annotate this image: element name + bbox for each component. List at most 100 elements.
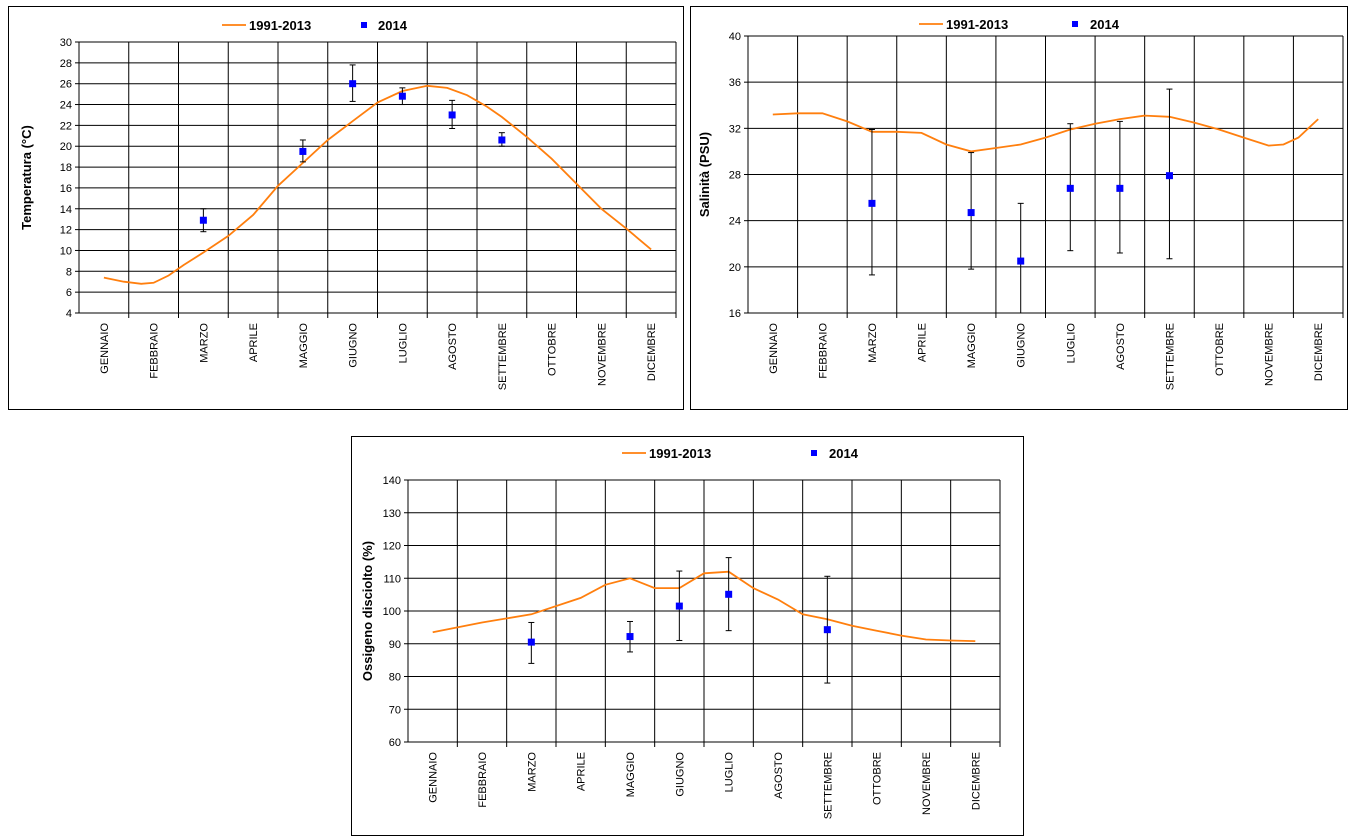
legend-label-1991-2013: 1991-2013	[249, 18, 311, 33]
y-tick-label: 40	[729, 31, 741, 43]
y-tick-label: 60	[389, 737, 401, 749]
y-tick-label: 140	[383, 475, 401, 487]
x-tick-label: MARZO	[198, 323, 210, 363]
data-point-2014	[823, 626, 831, 634]
x-tick-label: APRILE	[248, 323, 260, 362]
y-tick-label: 70	[389, 704, 401, 716]
legend-label-1991-2013: 1991-2013	[946, 17, 1008, 32]
oxygen-chart-svg: 60 70 80 90 100 110 120 130 140 GENNAIO FEBBRAIO MA…	[360, 446, 1001, 819]
y-tick-label: 24	[60, 100, 72, 112]
x-tick-label: SETTEMBRE	[1164, 323, 1176, 390]
temperature-chart: 4 6 8 10 12 14 16 18 20 22 24 26 28 30 GENNAIO FEBBRAIO…	[8, 6, 684, 410]
data-point-2014	[1116, 184, 1124, 192]
y-tick-label: 100	[383, 606, 401, 618]
x-tick-label: FEBBRAIO	[149, 323, 161, 379]
x-tick-label: FEBBRAIO	[477, 752, 489, 808]
y-tick-label: 14	[60, 204, 72, 216]
data-point-2014	[448, 111, 456, 119]
legend-label-2014: 2014	[1090, 17, 1120, 32]
y-tick-label: 6	[66, 287, 72, 299]
data-point-2014	[527, 638, 535, 646]
x-tick-label: MAGGIO	[625, 752, 637, 798]
legend-point-swatch	[1072, 21, 1078, 27]
y-tick-label: 110	[383, 573, 401, 585]
y-tick-label: 26	[60, 79, 72, 91]
y-tick-label: 24	[729, 216, 741, 228]
x-tick-label: LUGLIO	[1065, 323, 1077, 364]
series-line-1991-2013	[432, 570, 976, 642]
y-tick-label: 10	[60, 245, 72, 257]
data-point-2014	[868, 199, 876, 207]
x-tick-label: MARZO	[867, 323, 879, 363]
x-tick-label: APRILE	[576, 752, 588, 791]
salinity-chart: 16 20 24 28 32 36 40 GENNAIO FEBBRAIO MARZO APRILE…	[690, 6, 1348, 410]
data-point-2014	[299, 147, 307, 155]
salinity-chart-svg: 16 20 24 28 32 36 40 GENNAIO FEBBRAIO MARZO APRILE…	[697, 17, 1344, 390]
data-point-2014	[626, 633, 634, 641]
legend-label-2014: 2014	[378, 18, 408, 33]
legend-point-swatch	[811, 450, 817, 456]
y-tick-label: 32	[729, 123, 741, 135]
y-axis-label: Ossigeno disciolto (%)	[360, 541, 375, 681]
x-tick-label: GENNAIO	[428, 752, 440, 803]
x-tick-label: OTTOBRE	[547, 323, 559, 376]
x-tick-label: AGOSTO	[773, 752, 785, 799]
data-point-2014	[1017, 257, 1025, 265]
y-tick-label: 16	[60, 183, 72, 195]
legend-label-1991-2013: 1991-2013	[649, 446, 711, 461]
series-line-1991-2013	[103, 84, 652, 285]
y-tick-label: 16	[729, 308, 741, 320]
x-tick-label: SETTEMBRE	[822, 752, 834, 819]
y-tick-label: 36	[729, 77, 741, 89]
x-tick-label: OTTOBRE	[1214, 323, 1226, 376]
x-tick-label: GENNAIO	[768, 323, 780, 374]
y-tick-label: 90	[389, 639, 401, 651]
y-tick-label: 8	[66, 266, 72, 278]
x-tick-label: DICEMBRE	[970, 752, 982, 810]
x-tick-label: DICEMBRE	[1313, 323, 1325, 381]
data-point-2014	[967, 209, 975, 217]
x-tick-label: MAGGIO	[966, 323, 978, 369]
y-axis-label: Temperatura (°C)	[19, 125, 34, 230]
data-point-2014	[349, 80, 357, 88]
x-tick-label: LUGLIO	[724, 752, 736, 793]
data-point-2014	[498, 136, 506, 144]
y-tick-label: 28	[60, 58, 72, 70]
series-line-1991-2013	[772, 112, 1319, 153]
y-tick-label: 28	[729, 170, 741, 182]
data-point-2014	[675, 602, 683, 610]
y-tick-label: 20	[60, 141, 72, 153]
y-tick-label: 120	[383, 541, 401, 553]
y-axis-label: Salinità (PSU)	[697, 132, 712, 217]
x-tick-label: NOVEMBRE	[921, 752, 933, 815]
x-tick-label: OTTOBRE	[872, 752, 884, 805]
x-tick-label: GIUGNO	[674, 752, 686, 797]
x-tick-label: AGOSTO	[447, 323, 459, 370]
legend-point-swatch	[361, 22, 367, 28]
x-tick-label: MAGGIO	[298, 323, 310, 369]
y-tick-label: 80	[389, 672, 401, 684]
data-point-2014	[199, 216, 207, 224]
x-tick-label: GENNAIO	[99, 323, 111, 374]
x-tick-label: LUGLIO	[397, 323, 409, 364]
temperature-chart-svg: 4 6 8 10 12 14 16 18 20 22 24 26 28 30 GENNAIO FEBBRAIO…	[19, 18, 677, 390]
x-tick-label: MARZO	[526, 752, 538, 792]
data-point-2014	[398, 92, 406, 100]
oxygen-chart: 60 70 80 90 100 110 120 130 140 GENNAIO FEBBRAIO MA…	[351, 436, 1024, 836]
x-tick-label: GIUGNO	[1016, 323, 1028, 368]
x-tick-label: NOVEMBRE	[596, 323, 608, 386]
y-tick-label: 20	[729, 262, 741, 274]
y-tick-label: 130	[383, 508, 401, 520]
x-tick-label: GIUGNO	[348, 323, 360, 368]
x-tick-label: NOVEMBRE	[1264, 323, 1276, 386]
y-tick-label: 30	[60, 37, 72, 49]
data-point-2014	[725, 590, 733, 598]
x-tick-label: DICEMBRE	[646, 323, 658, 381]
x-tick-label: SETTEMBRE	[497, 323, 509, 390]
y-tick-label: 4	[66, 308, 72, 320]
data-point-2014	[1165, 172, 1173, 180]
x-tick-label: APRILE	[917, 323, 929, 362]
legend-label-2014: 2014	[829, 446, 859, 461]
y-tick-label: 12	[60, 225, 72, 237]
y-tick-label: 18	[60, 162, 72, 174]
